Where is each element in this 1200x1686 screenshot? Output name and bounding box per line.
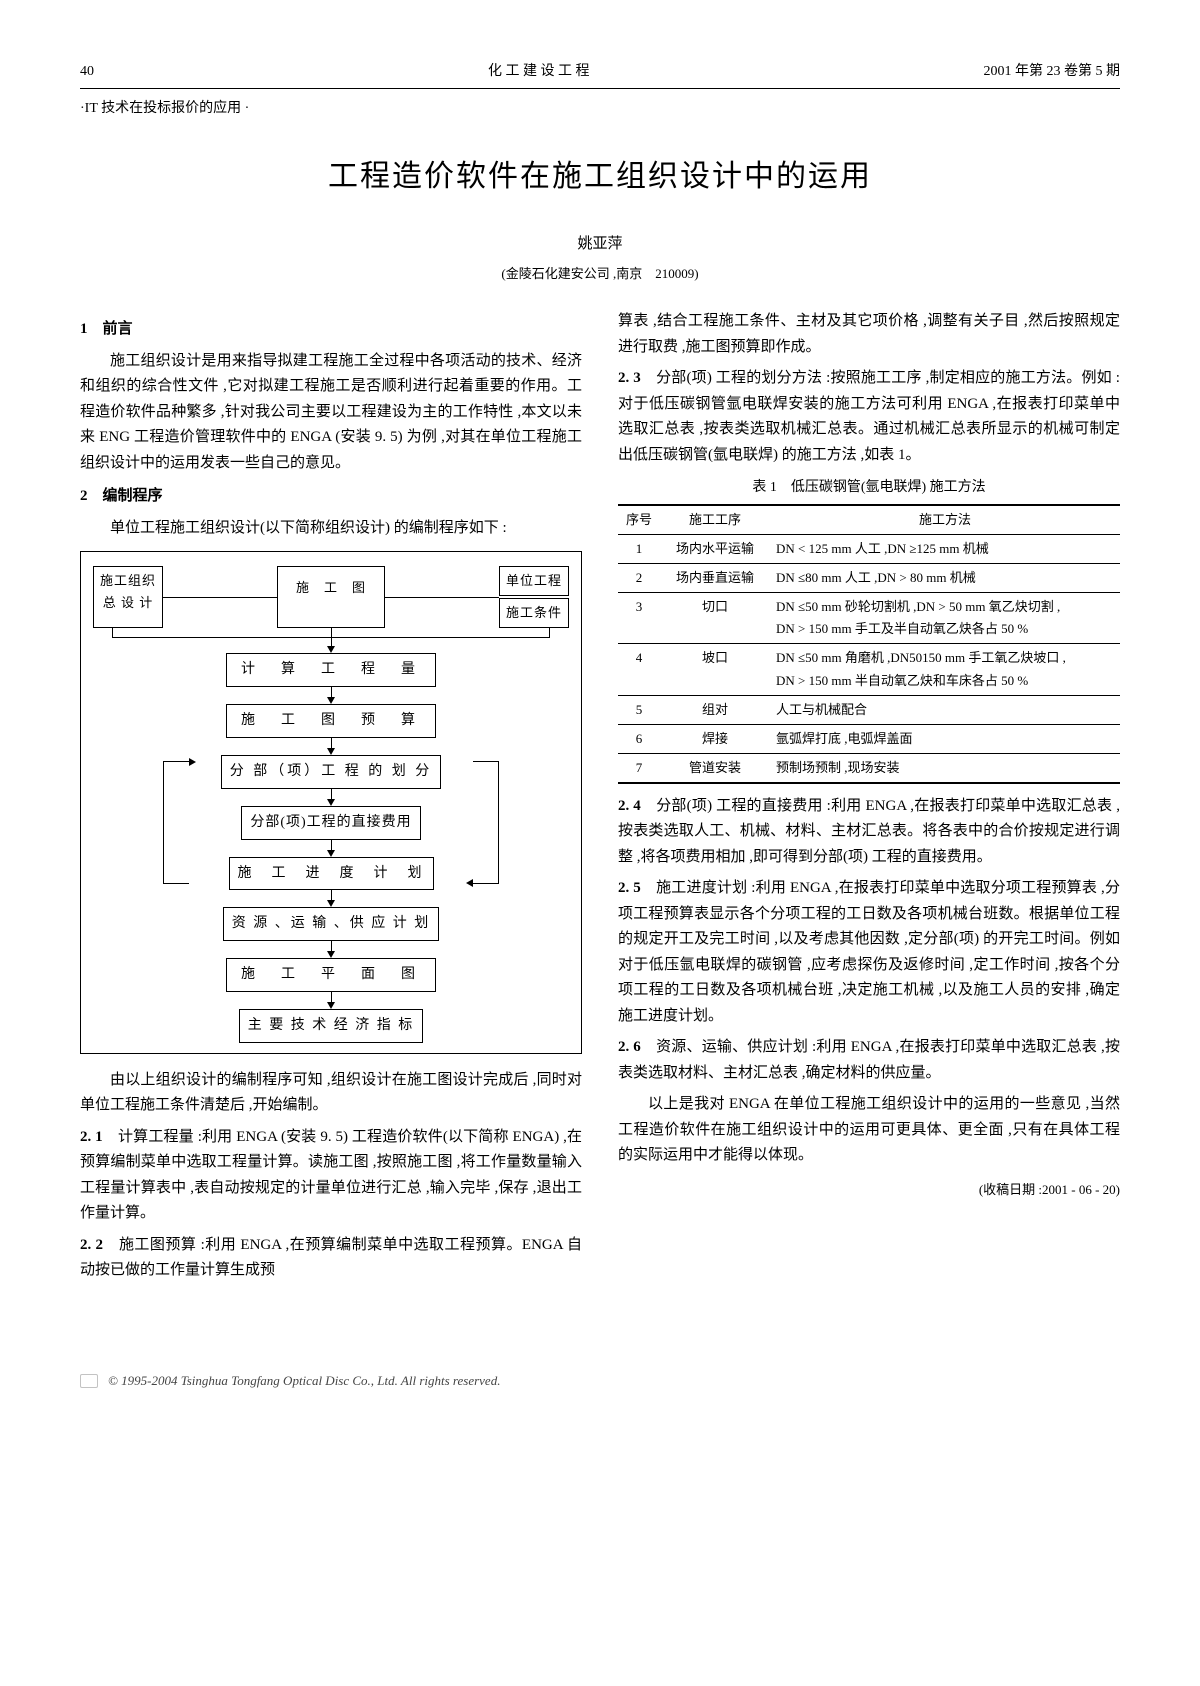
subsection-2-5: 2. 5 施工进度计划 :利用 ENGA ,在报表打印菜单中选取分项工程预算表 … [618,876,1120,1029]
paragraph: 由以上组织设计的编制程序可知 ,组织设计在施工图设计完成后 ,同时对单位工程施工… [80,1068,582,1119]
journal-name: 化 工 建 设 工 程 [488,60,590,84]
table-cell: DN ≤80 mm 人工 ,DN > 80 mm 机械 [770,564,1120,593]
method-table: 序号 施工工序 施工方法 1场内水平运输DN < 125 mm 人工 ,DN ≥… [618,504,1120,784]
heading-2: 2 编制程序 [80,484,582,510]
paragraph: 施工组织设计是用来指导拟建工程施工全过程中各项活动的技术、经济和组织的综合性文件… [80,349,582,477]
flowchart-node: 单位工程 [499,566,569,596]
footer-icon [80,1374,98,1388]
table-header: 序号 [618,505,660,535]
table-cell: 切口 [660,593,770,644]
affiliation: (金陵石化建安公司 ,南京 210009) [80,263,1120,285]
heading-1: 1 前言 [80,317,582,343]
page-number: 40 [80,60,94,84]
table-cell: 人工与机械配合 [770,695,1120,724]
subsection-2-1: 2. 1 计算工程量 :利用 ENGA (安装 9. 5) 工程造价软件(以下简… [80,1125,582,1227]
left-column: 1 前言 施工组织设计是用来指导拟建工程施工全过程中各项活动的技术、经济和组织的… [80,309,582,1290]
conclusion: 以上是我对 ENGA 在单位工程施工组织设计中的运用的一些意见 ,当然工程造价软… [618,1092,1120,1169]
table-cell: 2 [618,564,660,593]
issue-info: 2001 年第 23 卷第 5 期 [984,60,1121,84]
table-header-row: 序号 施工工序 施工方法 [618,505,1120,535]
article-title: 工程造价软件在施工组织设计中的运用 [80,151,1120,202]
table-cell: 1 [618,535,660,564]
table-row: 7管道安装预制场预制 ,现场安装 [618,753,1120,783]
subsection-2-2: 2. 2 施工图预算 :利用 ENGA ,在预算编制菜单中选取工程预算。ENGA… [80,1233,582,1284]
table-row: 2场内垂直运输DN ≤80 mm 人工 ,DN > 80 mm 机械 [618,564,1120,593]
table-cell: 预制场预制 ,现场安装 [770,753,1120,783]
flowchart-node: 资 源 、运 输 、供 应 计 划 [223,907,440,941]
flowchart-node: 施 工 平 面 图 [226,958,436,992]
table-row: 5组对人工与机械配合 [618,695,1120,724]
table-row: 3切口DN ≤50 mm 砂轮切割机 ,DN > 50 mm 氧乙炔切割 , D… [618,593,1120,644]
author: 姚亚萍 [80,232,1120,258]
table-header: 施工方法 [770,505,1120,535]
right-column: 算表 ,结合工程施工条件、主材及其它项价格 ,调整有关子目 ,然后按照规定进行取… [618,309,1120,1290]
table-row: 4坡口DN ≤50 mm 角磨机 ,DN50150 mm 手工氧乙炔坡口 , D… [618,644,1120,695]
table-cell: 焊接 [660,724,770,753]
paragraph-continuation: 算表 ,结合工程施工条件、主材及其它项价格 ,调整有关子目 ,然后按照规定进行取… [618,309,1120,360]
table-cell: 5 [618,695,660,724]
flowchart: 施工组织 总 设 计 施 工 图 单位工程 施工条件 计 算 工 程 量 [80,551,582,1054]
flowchart-node: 施工条件 [499,598,569,628]
subsection-2-6: 2. 6 资源、运输、供应计划 :利用 ENGA ,在报表打印菜单中选取汇总表 … [618,1035,1120,1086]
table-cell: 场内水平运输 [660,535,770,564]
content-columns: 1 前言 施工组织设计是用来指导拟建工程施工全过程中各项活动的技术、经济和组织的… [80,309,1120,1290]
table-cell: 坡口 [660,644,770,695]
table-cell: 7 [618,753,660,783]
table-caption: 表 1 低压碳钢管(氩电联焊) 施工方法 [618,476,1120,500]
table-row: 6焊接氩弧焊打底 ,电弧焊盖面 [618,724,1120,753]
subsection-2-3: 2. 3 分部(项) 工程的划分方法 :按照施工工序 ,制定相应的施工方法。例如… [618,366,1120,468]
table-cell: 氩弧焊打底 ,电弧焊盖面 [770,724,1120,753]
subsection-2-4: 2. 4 分部(项) 工程的直接费用 :利用 ENGA ,在报表打印菜单中选取汇… [618,794,1120,871]
flowchart-node: 施 工 进 度 计 划 [229,857,434,891]
table-cell: 组对 [660,695,770,724]
receipt-date: (收稿日期 :2001 - 06 - 20) [618,1179,1120,1201]
table-row: 1场内水平运输DN < 125 mm 人工 ,DN ≥125 mm 机械 [618,535,1120,564]
flowchart-node: 分 部（项）工 程 的 划 分 [221,755,442,789]
table-header: 施工工序 [660,505,770,535]
flowchart-node: 主 要 技 术 经 济 指 标 [239,1009,424,1043]
flowchart-node: 施工组织 总 设 计 [93,566,163,628]
table-cell: DN ≤50 mm 角磨机 ,DN50150 mm 手工氧乙炔坡口 , DN >… [770,644,1120,695]
flowchart-node: 施 工 图 预 算 [226,704,436,738]
copyright-text: © 1995-2004 Tsinghua Tongfang Optical Di… [108,1370,500,1392]
page-header: 40 化 工 建 设 工 程 2001 年第 23 卷第 5 期 [80,60,1120,89]
table-cell: 4 [618,644,660,695]
table-cell: 管道安装 [660,753,770,783]
table-cell: 3 [618,593,660,644]
table-cell: 场内垂直运输 [660,564,770,593]
table-cell: DN < 125 mm 人工 ,DN ≥125 mm 机械 [770,535,1120,564]
table-cell: DN ≤50 mm 砂轮切割机 ,DN > 50 mm 氧乙炔切割 , DN >… [770,593,1120,644]
section-tag: ·IT 技术在投标报价的应用 · [80,97,1120,121]
flowchart-node: 计 算 工 程 量 [226,653,436,687]
page-footer: © 1995-2004 Tsinghua Tongfang Optical Di… [80,1370,1120,1392]
paragraph: 单位工程施工组织设计(以下简称组织设计) 的编制程序如下 : [80,516,582,542]
flowchart-node: 分部(项)工程的直接费用 [241,806,420,840]
table-cell: 6 [618,724,660,753]
flowchart-node: 施 工 图 [277,566,385,628]
